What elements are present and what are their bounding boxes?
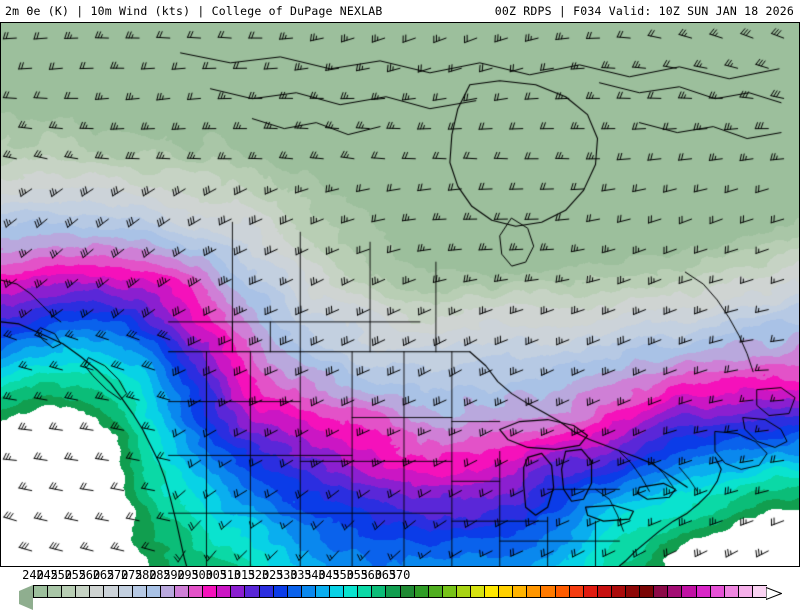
colorbar-tick-label: 330	[275, 568, 298, 582]
colorbar-swatch	[512, 585, 528, 598]
colorbar-tick-labels: 240 245 250 255 260 265 270 275 280 285 290 295 300 3…	[0, 567, 800, 584]
colorbar-swatch	[681, 585, 697, 598]
colorbar-swatch	[596, 585, 612, 598]
colorbar-tick-label: 245	[36, 568, 58, 582]
colorbar-under-arrow	[19, 585, 33, 610]
colorbar-swatch	[526, 585, 542, 598]
colorbar-tick-label: 360	[360, 568, 383, 582]
colorbar-swatch	[357, 585, 373, 598]
colorbar-tick-label: 270	[106, 568, 129, 582]
map-frame[interactable]	[0, 22, 800, 567]
colorbar-tick-label: 305	[205, 568, 228, 582]
colorbar-tick-label: 340	[304, 568, 326, 582]
colorbar-swatch	[173, 585, 190, 598]
header-right-model-info: 00Z RDPS | F034 Valid: 10Z SUN JAN 18 20…	[494, 4, 794, 18]
colorbar-swatch	[554, 585, 570, 598]
colorbar-tick-label: 370	[388, 568, 411, 582]
colorbar-swatch	[413, 585, 429, 598]
colorbar-tick-label: 315	[233, 568, 256, 582]
colorbar-tick-label: 290	[163, 568, 185, 582]
colorbar-tick-label: 280	[134, 568, 157, 582]
colorbar-swatch	[314, 585, 331, 598]
colorbar-swatch	[441, 585, 457, 598]
colorbar-tick-label: 335	[289, 568, 312, 582]
colorbar-swatch	[286, 585, 302, 598]
colorbar-swatch	[568, 585, 584, 598]
colorbar-tick-label: 250	[50, 568, 73, 582]
colorbar-swatch	[582, 585, 598, 598]
header-bar: 2m Θe (K) | 10m Wind (kts) | College of …	[0, 0, 800, 22]
colorbar-swatch	[343, 585, 359, 598]
colorbar-tick-label: 345	[318, 568, 340, 582]
colorbar-swatch	[89, 585, 105, 598]
colorbar-swatch	[300, 585, 316, 598]
colorbar-tick-label: 240	[22, 568, 44, 582]
colorbar-swatch	[202, 585, 218, 598]
colorbar-swatch	[33, 585, 49, 598]
colorbar-swatch	[117, 585, 133, 598]
colorbar-swatch	[47, 585, 63, 598]
colorbar-swatch	[610, 585, 627, 598]
colorbar-swatch	[399, 585, 415, 598]
colorbar-swatch	[484, 585, 500, 598]
colorbar-swatch	[371, 585, 387, 598]
colorbar-swatch	[751, 585, 767, 598]
colorbar-tick-label: 285	[149, 568, 171, 582]
colorbar-swatch	[695, 585, 711, 598]
colorbar-swatch	[188, 585, 204, 598]
colorbar-tick-label: 265	[92, 568, 115, 582]
colorbar-tick-label: 355	[346, 568, 369, 582]
colorbar-swatch	[145, 585, 161, 598]
colorbar-tick-label: 310	[219, 568, 242, 582]
colorbar-swatch	[385, 585, 401, 598]
theta-e-map-canvas[interactable]	[1, 23, 799, 566]
colorbar-swatch	[723, 585, 739, 598]
colorbar-tick-label: 320	[247, 568, 270, 582]
colorbar-tick-label: 255	[64, 568, 87, 582]
colorbar-swatch	[427, 585, 443, 598]
colorbar-tick-label: 300	[191, 568, 213, 582]
colorbar-tick-label: 295	[177, 568, 199, 582]
colorbar-swatch	[469, 585, 486, 598]
colorbar-swatch	[329, 585, 345, 598]
colorbar-swatch	[272, 585, 288, 598]
colorbar-swatch	[131, 585, 147, 598]
colorbar-swatch	[737, 585, 753, 598]
colorbar-swatch	[498, 585, 514, 598]
colorbar-swatch	[216, 585, 232, 598]
colorbar-tick-label: 325	[261, 568, 284, 582]
colorbar-swatch	[103, 585, 119, 598]
colorbar-swatch	[709, 585, 725, 598]
colorbar-tick-label: 260	[78, 568, 101, 582]
colorbar-region: 240 245 250 255 260 265 270 275 280 285 290 295 300 3…	[0, 567, 800, 610]
colorbar-swatch	[258, 585, 274, 598]
colorbar-strip	[0, 585, 800, 610]
colorbar-tick-label: 275	[120, 568, 143, 582]
colorbar-swatch	[455, 585, 471, 598]
header-left-title: 2m Θe (K) | 10m Wind (kts) | College of …	[5, 4, 383, 18]
colorbar-swatch	[625, 585, 641, 598]
colorbar-swatch	[540, 585, 556, 598]
colorbar-swatch	[230, 585, 246, 598]
colorbar-over-arrow	[765, 585, 783, 601]
colorbar-swatch	[61, 585, 77, 598]
colorbar-swatch	[75, 585, 91, 598]
colorbar-tick-label: 365	[374, 568, 397, 582]
colorbar-swatch	[667, 585, 683, 598]
colorbar-swatch	[653, 585, 669, 598]
colorbar-swatch	[244, 585, 260, 598]
colorbar-swatch	[639, 585, 655, 598]
colorbar-swatch	[159, 585, 175, 598]
colorbar-tick-label: 350	[332, 568, 354, 582]
